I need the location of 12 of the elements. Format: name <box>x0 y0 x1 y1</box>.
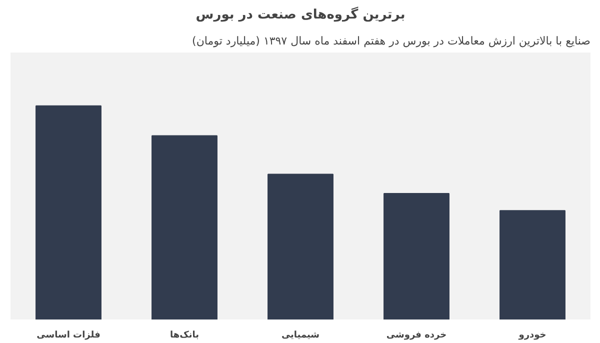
bar <box>152 135 218 320</box>
x-tick-label: خرده فروشی <box>386 330 447 340</box>
chart-subtitle: صنایع با بالاترین ارزش معاملات در بورس در هفتم اسفند ماه سال ۱۳۹۷ (میلیارد تومان) <box>192 34 591 48</box>
x-tick-label: فلزات اساسی <box>36 330 100 340</box>
x-tick-label: بانک‌ها <box>170 330 199 340</box>
bar <box>384 192 450 320</box>
bar <box>36 105 102 320</box>
chart-title: برترین گروه‌های صنعت در بورس <box>196 6 406 22</box>
bar <box>268 174 334 320</box>
bar <box>500 210 566 320</box>
x-tick-label: خودرو <box>518 330 546 340</box>
x-tick-label: شیمیایی <box>281 330 320 340</box>
